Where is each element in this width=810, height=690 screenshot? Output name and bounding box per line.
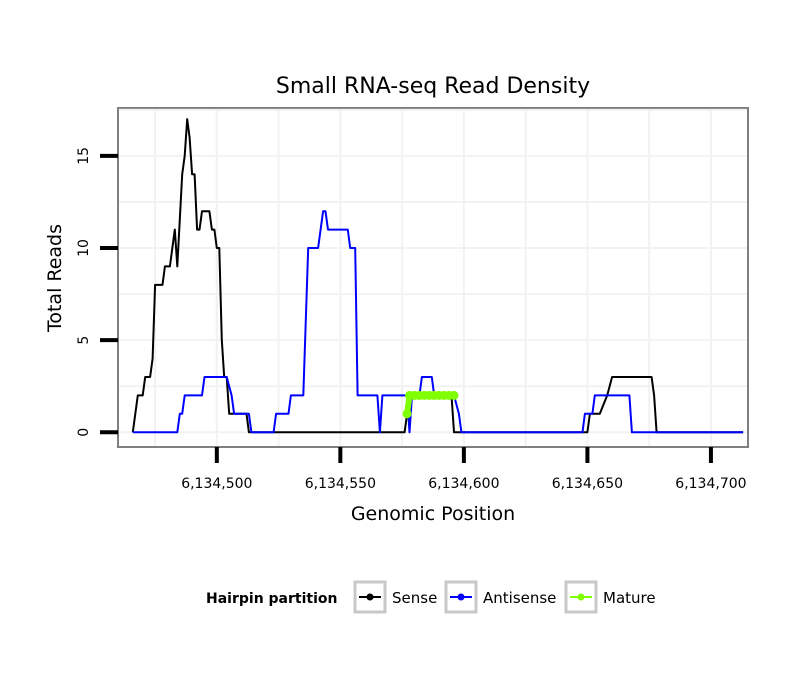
- y-tick-label: 0: [76, 428, 92, 437]
- sense-legend-dot: [366, 593, 374, 601]
- mature-legend-label: Mature: [603, 589, 656, 607]
- y-tick-label: 10: [76, 239, 92, 257]
- sense-series-line: [131, 118, 744, 434]
- antisense-legend-label: Antisense: [483, 589, 556, 607]
- grid-lines: [119, 108, 747, 446]
- legend: Hairpin partition Sense Antisense Mature: [206, 580, 656, 614]
- axis-ticks: 6,134,500 6,134,550 6,134,600 6,134,650 6,13…: [76, 147, 747, 492]
- y-axis-title: Total Reads: [44, 224, 66, 333]
- x-tick-label: 6,134,650: [552, 476, 623, 492]
- y-tick-label: 15: [76, 147, 92, 165]
- mature-point-10: [449, 390, 459, 400]
- chart-title: Small RNA-seq Read Density: [276, 74, 590, 99]
- sense-legend-label: Sense: [392, 589, 437, 607]
- x-axis-title: Genomic Position: [351, 503, 515, 525]
- antisense-legend-dot: [457, 593, 465, 601]
- mature-point-0: [402, 409, 412, 419]
- antisense-series-line: [132, 210, 744, 434]
- series-layer: [131, 118, 744, 434]
- mature-legend-dot: [577, 593, 585, 601]
- x-tick-label: 6,134,600: [428, 476, 499, 492]
- x-tick-label: 6,134,500: [181, 476, 252, 492]
- legend-keys: Sense Antisense Mature: [353, 580, 656, 614]
- x-tick-label: 6,134,700: [675, 476, 746, 492]
- x-tick-label: 6,134,550: [305, 476, 376, 492]
- y-tick-label: 5: [76, 336, 92, 345]
- legend-title: Hairpin partition: [206, 591, 337, 607]
